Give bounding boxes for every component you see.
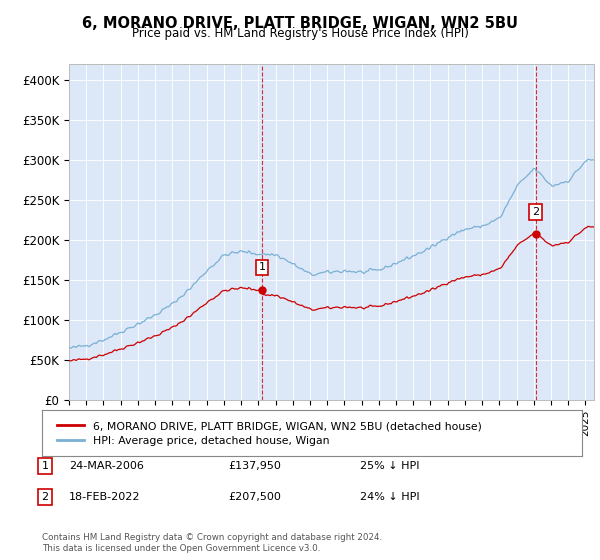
Legend: 6, MORANO DRIVE, PLATT BRIDGE, WIGAN, WN2 5BU (detached house), HPI: Average pri: 6, MORANO DRIVE, PLATT BRIDGE, WIGAN, WN… [53,417,486,450]
Text: 2: 2 [532,207,539,217]
Text: 1: 1 [259,263,266,273]
Text: 24-MAR-2006: 24-MAR-2006 [69,461,144,471]
Text: £137,950: £137,950 [228,461,281,471]
Text: 6, MORANO DRIVE, PLATT BRIDGE, WIGAN, WN2 5BU: 6, MORANO DRIVE, PLATT BRIDGE, WIGAN, WN… [82,16,518,31]
Text: £207,500: £207,500 [228,492,281,502]
Text: 25% ↓ HPI: 25% ↓ HPI [360,461,419,471]
Text: 1: 1 [41,461,49,471]
Text: 2: 2 [41,492,49,502]
Text: Contains HM Land Registry data © Crown copyright and database right 2024.
This d: Contains HM Land Registry data © Crown c… [42,533,382,553]
Text: 18-FEB-2022: 18-FEB-2022 [69,492,140,502]
Text: Price paid vs. HM Land Registry's House Price Index (HPI): Price paid vs. HM Land Registry's House … [131,27,469,40]
Text: 24% ↓ HPI: 24% ↓ HPI [360,492,419,502]
